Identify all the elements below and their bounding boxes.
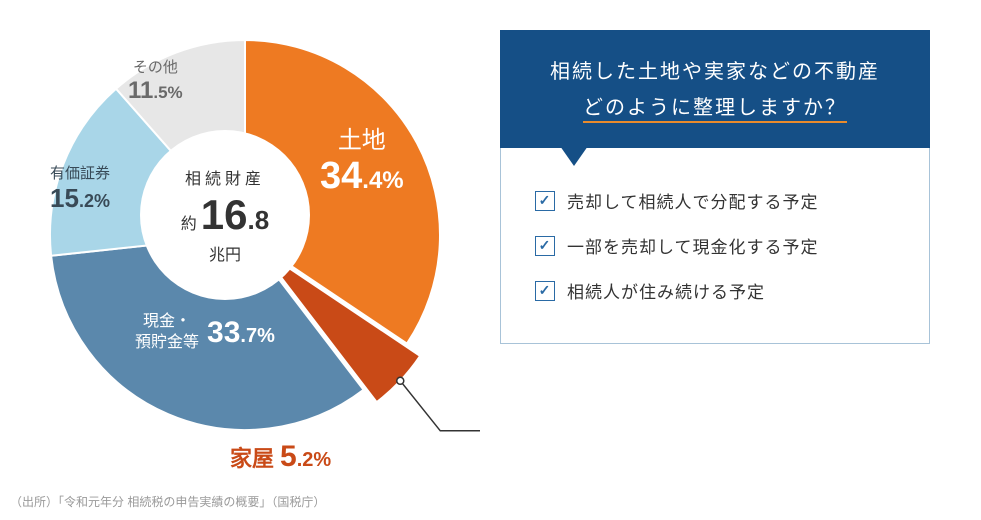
center-approx: 約 [181,210,197,234]
slice-label-cash: 現金・預貯金等33.7% [135,312,275,354]
center-big: 16 [201,191,248,239]
check-icon: ✓ [535,236,555,256]
slice-name: 土地 [320,120,404,155]
speech-tail-icon [560,146,588,166]
slice-pct: 15.2% [50,183,110,214]
slice-label-land: 土地34.4% [320,120,404,198]
question-box: 相続した土地や実家などの不動産 どのように整理しますか？ [500,30,930,148]
check-icon: ✓ [535,281,555,301]
option-label: 相続人が住み続ける予定 [567,278,765,303]
source-text: （出所）「令和元年分 相続税の申告実績の概要」（国税庁） [10,493,325,510]
pie-chart-area: 相続財産 約 16 .8 兆円 土地34.4%現金・預貯金等33.7%有価証券1… [0,0,490,520]
options-box: ✓ 売却して相続人で分配する予定 ✓ 一部を売却して現金化する予定 ✓ 相続人が住み続ける… [500,148,930,344]
center-title: 相続財産 [185,165,265,189]
slice-label-other: その他11.5% [128,56,183,105]
right-panel: 相続した土地や実家などの不動産 どのように整理しますか？ ✓ 売却して相続人で分配… [490,0,981,520]
slice-name: 有価証券 [50,162,110,183]
slice-label-sec: 有価証券15.2% [50,162,110,214]
slice-pct: 34.4% [320,155,404,198]
option-row: ✓ 売却して相続人で分配する予定 [535,178,899,223]
slice-name: 現金・預貯金等 [135,312,199,354]
option-row: ✓ 一部を売却して現金化する予定 [535,223,899,268]
slice-pct: 33.7% [207,316,275,350]
center-unit: 兆円 [209,241,241,265]
callout-name: 家屋 [230,441,274,473]
question-line1: 相続した土地や実家などの不動産 [530,54,900,90]
center-dec: .8 [248,205,270,236]
center-value: 約 16 .8 [181,191,269,239]
option-label: 一部を売却して現金化する予定 [567,233,819,258]
callout-pct-dec: .2% [297,449,331,471]
callout-label-house: 家屋 5.2% [230,440,331,474]
check-icon: ✓ [535,191,555,211]
question-line2: どのように整理しますか？ [530,90,900,126]
chart-center: 相続財産 約 16 .8 兆円 [140,130,310,300]
callout-leader-line [400,381,480,431]
callout-pct-int: 5 [280,440,297,473]
callout-dot-icon [397,377,404,384]
option-row: ✓ 相続人が住み続ける予定 [535,268,899,313]
slice-pct: 11.5% [128,77,183,105]
option-label: 売却して相続人で分配する予定 [567,188,819,213]
slice-name: その他 [128,56,183,77]
